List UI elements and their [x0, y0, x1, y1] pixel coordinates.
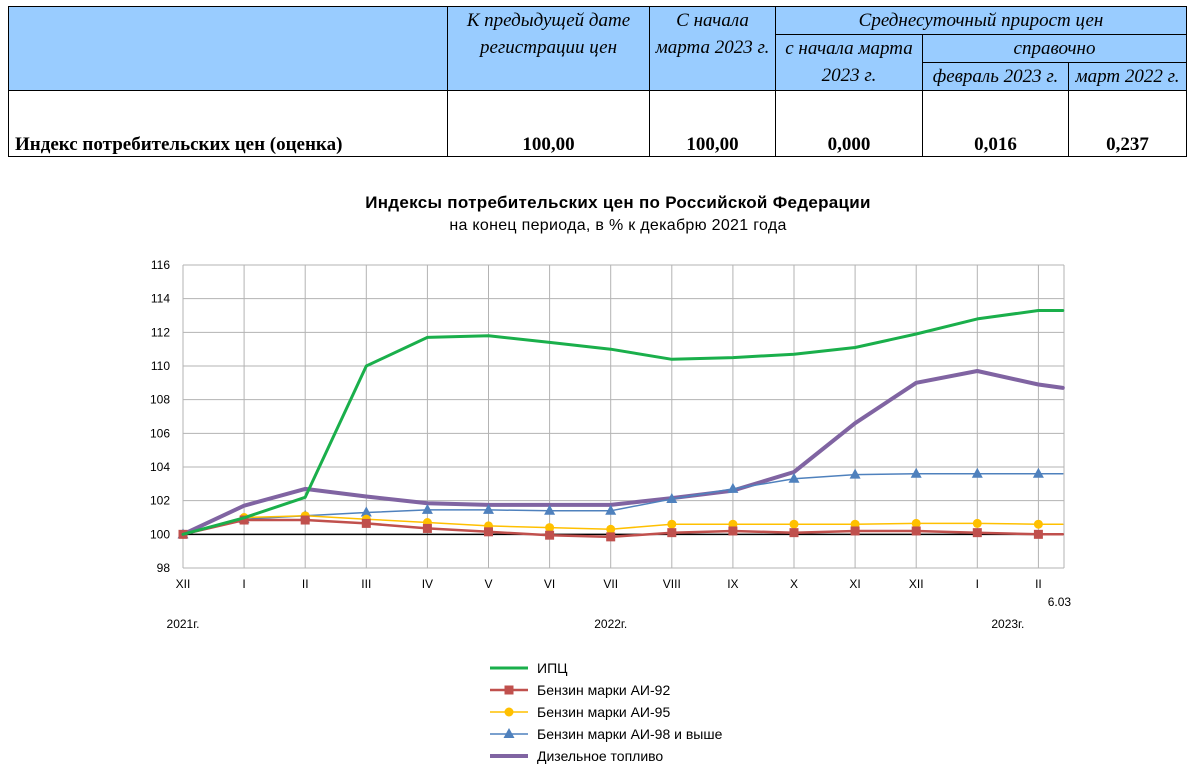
value-daily-since-march: 0,000	[775, 90, 923, 157]
header-since-march-daily: с начала марта 2023 г.	[775, 34, 923, 91]
legend-label: Бензин марки АИ-92	[537, 682, 670, 698]
series-1-point	[300, 515, 310, 525]
x-tick-label: VI	[544, 577, 555, 591]
x-tick-label: I	[242, 577, 245, 591]
y-tick-label: 100	[150, 527, 170, 541]
y-tick-label: 112	[151, 325, 170, 339]
series-1-point	[484, 527, 493, 537]
series-3-point	[483, 503, 494, 514]
series-3-point	[605, 504, 617, 515]
x-tick-label: V	[484, 577, 492, 591]
series-2-point	[606, 524, 616, 534]
y-tick-label: 108	[150, 393, 170, 407]
series-2-point	[667, 519, 677, 529]
x-tick-label: XII	[176, 577, 191, 591]
series-1-point	[422, 523, 432, 533]
legend-label: ИПЦ	[537, 660, 568, 676]
y-tick-label: 102	[150, 494, 170, 508]
y-tick-label: 104	[150, 460, 170, 474]
x-tick-label: I	[976, 577, 979, 591]
series-3-point	[1032, 467, 1044, 478]
series-1-point	[972, 528, 982, 538]
series-1-point	[667, 528, 677, 538]
series-line-1	[181, 518, 1065, 539]
series-1-point	[239, 515, 249, 525]
series-1-point	[361, 518, 371, 528]
header-since-march: С начала марта 2023 г.	[649, 6, 776, 91]
series-2-point	[545, 523, 555, 533]
series-3-point	[360, 506, 372, 517]
y-tick-label: 114	[151, 292, 170, 306]
series-1-point	[728, 526, 738, 536]
series-2-point	[1033, 519, 1043, 529]
chart-legend: ИПЦ Бензин марки АИ-92 Бензин марки АИ-95 Б…	[490, 660, 723, 764]
series-line-3	[182, 472, 1064, 536]
series-1-point	[545, 530, 555, 540]
legend-label: Бензин марки АИ-95	[537, 704, 670, 720]
header-prev-date: К предыдущей дате регистрации цен	[447, 6, 650, 91]
x-tick-label: II	[302, 577, 309, 591]
cpi-line-chart: Индексы потребительских цен по Российско…	[150, 193, 1071, 764]
y-tick-label: 110	[151, 359, 170, 373]
series-line-0	[181, 309, 1065, 536]
legend-label: Бензин марки АИ-98 и выше	[537, 726, 723, 742]
year-label: 2023г.	[991, 617, 1024, 631]
header-reference: справочно	[922, 34, 1187, 63]
series-1-point	[606, 532, 616, 542]
x-tick-label: IX	[727, 577, 738, 591]
legend-swatch-marker	[504, 685, 514, 695]
x-tick-label: VIII	[663, 577, 681, 591]
series-2-point	[972, 518, 982, 528]
x-tick-label: II	[1035, 577, 1042, 591]
series-3-point	[544, 504, 556, 515]
last-point-note: 6.03	[1048, 595, 1072, 609]
header-daily-growth: Среднесуточный прирост цен	[775, 6, 1187, 35]
series-1-point	[850, 526, 860, 536]
x-tick-label: XI	[849, 577, 860, 591]
legend-label: Дизельное топливо	[537, 748, 663, 764]
value-feb-2023: 0,016	[922, 90, 1069, 157]
series-3-point	[421, 503, 433, 514]
y-tick-label: 106	[150, 426, 170, 440]
value-mar-2022: 0,237	[1068, 90, 1187, 157]
header-stub-cell	[8, 6, 448, 91]
chart-subtitle: на конец периода, в % к декабрю 2021 год…	[449, 217, 786, 234]
series-1-point	[911, 526, 921, 536]
x-tick-label: III	[361, 577, 371, 591]
legend-swatch-marker	[504, 707, 514, 717]
series-3-point	[788, 472, 800, 483]
series-3-point	[971, 467, 983, 478]
series-line-4	[181, 369, 1065, 537]
x-tick-label: XII	[909, 577, 924, 591]
legend-swatch-marker	[503, 728, 515, 738]
x-tick-label: VII	[603, 577, 618, 591]
series-1-point	[789, 528, 799, 538]
year-label: 2021г.	[167, 617, 200, 631]
y-tick-label: 98	[157, 561, 171, 575]
value-since-march: 100,00	[649, 90, 776, 157]
series-2-point	[789, 519, 799, 529]
year-label: 2022г.	[594, 617, 627, 631]
header-mar-2022: март 2022 г.	[1068, 62, 1187, 91]
series-3-point	[666, 492, 678, 503]
x-tick-label: IV	[422, 577, 433, 591]
series-3-point	[910, 467, 922, 478]
series-1-point	[1033, 529, 1043, 539]
summary-table: К предыдущей дате регистрации цен С нача…	[8, 6, 1187, 157]
x-tick-label: X	[790, 577, 798, 591]
series-3-point	[849, 468, 861, 479]
y-tick-label: 116	[151, 258, 170, 272]
series-2-point	[911, 518, 921, 528]
series-3-point	[727, 482, 739, 493]
row-label: Индекс потребительских цен (оценка)	[8, 90, 448, 157]
series-line-2	[182, 515, 1064, 536]
chart-title: Индексы потребительских цен по Российско…	[365, 193, 871, 212]
value-prev-date: 100,00	[447, 90, 650, 157]
header-feb-2023: февраль 2023 г.	[922, 62, 1069, 91]
